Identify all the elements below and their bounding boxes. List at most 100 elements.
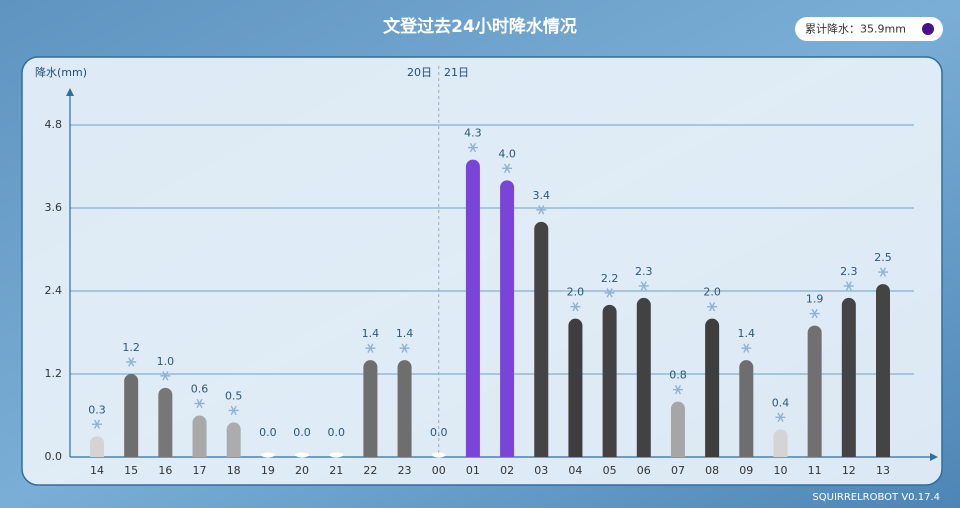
value-label: 0.0: [259, 426, 277, 439]
bar: [260, 452, 275, 458]
value-label: 3.4: [533, 189, 551, 202]
value-label: 0.4: [772, 396, 790, 409]
value-label: 1.0: [157, 355, 175, 368]
x-tick-label: 03: [534, 464, 548, 477]
y-axis-arrow: [66, 88, 74, 96]
bar: [602, 304, 617, 457]
snow-icon: [709, 301, 716, 312]
bar: [158, 387, 173, 457]
y-tick-label: 0.0: [45, 450, 63, 463]
day-label: 21日: [444, 66, 469, 79]
summary: 累计降水：35.9mm: [805, 22, 906, 36]
value-label: 0.6: [191, 383, 209, 396]
x-tick-label: 13: [876, 464, 890, 477]
bar: [807, 325, 822, 457]
bar: [773, 429, 788, 457]
x-tick-label: 18: [227, 464, 241, 477]
value-label: 1.2: [122, 341, 140, 354]
bar: [431, 452, 446, 458]
value-label: 0.0: [293, 426, 311, 439]
bar: [534, 221, 549, 457]
bar: [500, 180, 515, 457]
y-tick-label: 3.6: [45, 201, 63, 214]
snow-icon: [230, 405, 237, 416]
bar: [295, 452, 310, 458]
y-axis-label: 降水(mm): [35, 65, 87, 79]
bar: [876, 284, 890, 457]
bar: [397, 360, 412, 457]
snow-icon: [196, 398, 203, 409]
snow-icon: [401, 343, 408, 353]
bar: [363, 360, 378, 457]
snow-icon: [674, 384, 682, 395]
x-tick-label: 05: [603, 464, 617, 477]
x-tick-label: 00: [432, 464, 446, 477]
value-label: 2.5: [874, 251, 892, 264]
x-tick-label: 16: [158, 464, 172, 477]
y-tick-label: 1.2: [45, 367, 63, 380]
snow-icon: [93, 419, 101, 429]
x-tick-label: 21: [329, 464, 343, 477]
value-label: 2.3: [840, 265, 858, 278]
bar: [705, 318, 720, 457]
x-tick-label: 07: [671, 464, 685, 477]
x-tick-label: 15: [124, 464, 138, 477]
bar: [739, 360, 754, 457]
snow-icon: [572, 301, 579, 312]
y-tick-label: 4.8: [45, 118, 63, 131]
snow-icon: [606, 288, 613, 298]
snow-icon: [640, 281, 647, 291]
x-tick-label: 11: [808, 464, 822, 477]
snow-icon: [879, 267, 887, 277]
x-tick-label: 17: [193, 464, 207, 477]
x-axis-arrow: [930, 453, 938, 461]
value-label: 0.8: [669, 369, 687, 382]
snow-icon: [811, 308, 818, 319]
y-tick-label: 2.4: [45, 284, 63, 297]
snow-icon: [538, 205, 545, 215]
chart-title: 文登过去24小时降水情况: [383, 16, 577, 37]
x-tick-label: 22: [363, 464, 377, 477]
x-tick-label: 08: [705, 464, 719, 477]
x-tick-label: 02: [500, 464, 514, 477]
value-label: 2.3: [635, 265, 653, 278]
snow-icon: [128, 357, 135, 367]
x-tick-label: 19: [261, 464, 275, 477]
snow-icon: [162, 371, 169, 381]
value-label: 4.0: [498, 147, 516, 160]
bar: [90, 436, 104, 457]
bar: [670, 401, 685, 457]
value-label: 1.9: [806, 293, 824, 306]
x-tick-label: 04: [568, 464, 582, 477]
value-label: 0.3: [88, 403, 106, 416]
x-tick-label: 01: [466, 464, 480, 477]
bar: [841, 297, 856, 457]
value-label: 2.0: [703, 286, 721, 299]
bar: [329, 452, 344, 458]
snow-icon: [469, 142, 477, 153]
bar: [124, 374, 139, 457]
value-label: 0.5: [225, 389, 243, 402]
value-label: 1.4: [362, 327, 380, 340]
snow-icon: [367, 343, 374, 353]
value-label: 0.0: [430, 426, 448, 439]
bar: [192, 415, 207, 457]
snow-icon: [777, 412, 784, 423]
bar: [636, 297, 651, 457]
value-label: 1.4: [396, 327, 414, 340]
snow-icon: [845, 281, 852, 291]
x-tick-label: 12: [842, 464, 856, 477]
bar: [568, 318, 583, 457]
x-tick-label: 06: [637, 464, 651, 477]
bar: [226, 422, 241, 457]
snow-icon: [743, 343, 750, 353]
day-label: 20日: [407, 66, 432, 79]
value-label: 4.3: [464, 127, 482, 140]
x-tick-label: 20: [295, 464, 309, 477]
footer: SQUIRRELROBOT V0.17.4: [812, 492, 940, 503]
value-label: 2.2: [601, 272, 619, 285]
bar: [465, 159, 480, 458]
snow-icon: [503, 163, 511, 174]
value-label: 1.4: [738, 327, 756, 340]
